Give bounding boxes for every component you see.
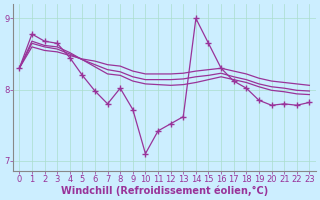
X-axis label: Windchill (Refroidissement éolien,°C): Windchill (Refroidissement éolien,°C) xyxy=(61,185,268,196)
